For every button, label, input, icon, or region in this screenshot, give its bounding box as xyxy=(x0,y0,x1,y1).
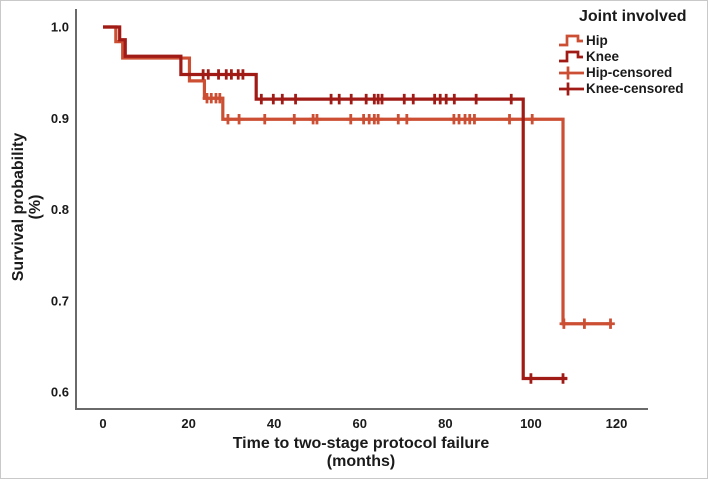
knee-censored-mark xyxy=(361,93,371,105)
x-tick-label: 40 xyxy=(267,416,281,431)
knee-censored-mark xyxy=(526,373,536,384)
y-tick-label: 0.9 xyxy=(51,111,69,126)
hip-censored-mark xyxy=(215,93,225,104)
hip-censored-cross-icon xyxy=(559,66,584,80)
knee-censored-mark xyxy=(203,69,213,80)
legend-item-hip-censored: Hip-censored xyxy=(558,65,707,80)
knee-censored-mark xyxy=(377,93,387,105)
x-tick-label: 60 xyxy=(353,416,367,431)
x-tick-label: 0 xyxy=(99,416,106,431)
x-axis-title-unit: (months) xyxy=(326,453,396,470)
legend-item-hip: Hip xyxy=(558,33,707,48)
plus-cross-marker xyxy=(559,66,584,80)
hip-censored-mark xyxy=(527,114,537,125)
knee-censored-mark xyxy=(450,93,459,105)
hip-censored-mark xyxy=(260,114,270,125)
y-axis-title-unit: (%) xyxy=(27,194,44,220)
knee-censored-mark xyxy=(506,93,516,105)
knee-censored-mark xyxy=(334,93,344,105)
knee-censored-mark xyxy=(408,93,418,105)
hip-censored-mark xyxy=(505,114,514,125)
knee-censored-mark xyxy=(269,93,278,105)
step-line-marker xyxy=(559,34,583,47)
y-tick-label: 0.7 xyxy=(51,293,69,308)
step-line-marker xyxy=(559,50,583,63)
hip-censored-mark xyxy=(289,114,299,125)
knee-censored-mark xyxy=(346,93,356,105)
knee-censored-mark xyxy=(238,69,248,80)
hip-censored-mark xyxy=(470,114,479,125)
knee-censored-mark xyxy=(326,93,336,105)
legend-title: Joint involved xyxy=(579,8,687,25)
x-tick-label: 20 xyxy=(181,416,195,431)
hip-censored-mark xyxy=(223,114,233,125)
hip-censored-mark xyxy=(402,114,412,125)
legend-item-knee-censored: Knee-censored xyxy=(558,81,707,96)
knee-censored-mark xyxy=(277,93,287,105)
y-tick-label: 0.8 xyxy=(51,202,69,217)
legend-item-label: Knee-censored xyxy=(586,81,684,96)
knee-survival-curve xyxy=(103,25,568,381)
hip-censored-mark xyxy=(234,114,244,125)
hip-survival-curve xyxy=(103,25,612,326)
hip-step-line-icon xyxy=(559,34,583,47)
y-tick-label: 0.6 xyxy=(51,385,69,400)
x-tick-label: 120 xyxy=(606,416,628,431)
plus-cross-marker xyxy=(559,82,584,96)
knee-step-line-icon xyxy=(559,50,583,63)
hip-censored-mark xyxy=(312,114,322,125)
hip-censored-mark xyxy=(559,318,569,329)
legend-item-label: Hip xyxy=(586,33,608,48)
x-axis-title: Time to two-stage protocol failure (mont… xyxy=(74,435,648,471)
legend-item-label: Knee xyxy=(586,49,620,64)
knee-censored-mark xyxy=(214,69,223,80)
knee-censored-mark xyxy=(291,93,300,105)
hip-censored-mark xyxy=(393,114,403,125)
knee-censored-mark xyxy=(441,93,451,105)
knee-censored-mark xyxy=(257,93,266,105)
hip-censored-mark xyxy=(580,318,589,329)
knee-censored-cross-icon xyxy=(559,82,584,96)
legend: Joint involved Hip Knee Hip-censored Kne… xyxy=(558,8,707,97)
y-tick-label: 1.0 xyxy=(51,20,69,35)
hip-censored-mark xyxy=(606,318,615,329)
x-tick-label: 100 xyxy=(520,416,542,431)
y-axis-title: Survival probability (%) xyxy=(10,133,44,281)
y-axis-title-text: Survival probability xyxy=(10,132,27,282)
legend-item-knee: Knee xyxy=(558,49,707,64)
knee-censored-mark xyxy=(558,373,568,384)
x-tick-label: 80 xyxy=(438,416,452,431)
legend-item-label: Hip-censored xyxy=(586,65,673,80)
hip-censored-mark xyxy=(373,114,383,125)
hip-censored-mark xyxy=(346,114,356,125)
knee-censored-mark xyxy=(399,93,409,105)
knee-censored-mark xyxy=(471,93,481,105)
x-axis-title-text: Time to two-stage protocol failure xyxy=(232,435,490,452)
